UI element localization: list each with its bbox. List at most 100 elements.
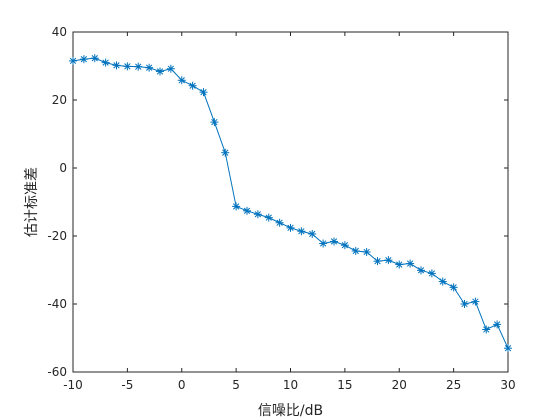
marker-stroke [450,284,457,291]
data-point-marker [308,229,317,238]
marker-stroke [439,278,446,285]
y-tick-label: -40 [47,297,67,311]
x-tick-label: 10 [283,378,298,392]
data-point-marker [460,300,469,308]
data-point-marker [493,320,502,329]
marker-stroke [374,258,381,265]
data-point-marker [199,88,208,97]
data-point-marker [340,241,349,250]
marker-stroke [341,242,349,249]
y-tick-label: 0 [59,161,67,175]
data-point-marker [145,63,154,72]
data-point-marker [232,202,241,211]
data-point-marker [373,257,382,266]
marker-stroke [91,55,98,62]
marker-stroke [493,321,501,328]
marker-stroke [189,82,196,89]
marker-stroke [211,118,218,126]
data-point-marker [417,266,425,275]
data-point-marker [395,260,404,269]
x-tick-label: 20 [392,378,407,392]
x-tick-label: -5 [121,378,133,392]
data-point-marker [406,259,415,268]
marker-stroke [352,247,359,255]
data-point-marker [438,277,447,286]
data-point-marker [384,256,393,265]
marker-stroke [124,63,131,70]
data-point-marker [243,206,251,215]
data-point-marker [90,54,99,63]
marker-stroke [113,62,120,69]
data-point-marker [330,237,338,246]
marker-stroke [265,214,272,221]
x-tick-label: 0 [178,378,186,392]
data-point-marker [156,67,164,76]
marker-stroke [406,260,414,267]
data-point-marker [134,62,143,71]
data-point-marker [264,213,273,222]
marker-stroke [309,230,316,238]
marker-stroke [428,270,436,277]
data-point-marker [362,247,371,256]
data-point-marker [253,210,262,219]
marker-stroke [69,57,77,65]
marker-stroke [145,64,153,71]
y-tick-label: -20 [47,229,67,243]
data-point-marker [221,148,230,157]
data-point-marker [286,223,295,232]
marker-stroke [385,256,392,264]
data-point-marker [188,81,197,90]
data-point-marker [123,62,132,71]
marker-stroke [483,326,490,333]
data-point-marker [177,76,186,85]
data-point-marker [297,227,306,236]
marker-stroke [102,59,109,66]
marker-stroke [200,89,207,96]
data-point-marker [449,283,458,292]
data-point-marker [79,55,88,64]
marker-stroke [319,240,327,247]
marker-stroke [232,203,240,210]
marker-stroke [461,300,468,308]
marker-stroke [178,77,185,84]
marker-stroke [298,228,305,235]
y-tick-label: 20 [52,93,67,107]
y-tick-label: -60 [47,365,67,379]
y-tick-label: 40 [52,25,67,39]
data-point-marker [351,246,360,255]
marker-stroke [330,238,338,245]
marker-stroke [243,207,251,214]
data-point-marker [69,56,77,65]
data-point-marker [319,239,328,248]
x-tick-label: 25 [446,378,461,392]
y-axis-label: 估计标准差 [24,167,40,237]
marker-stroke [80,56,88,63]
marker-stroke [396,261,403,268]
marker-stroke [287,224,294,231]
data-point-marker [112,61,121,70]
data-point-marker [210,118,219,127]
marker-stroke [254,211,262,218]
data-point-marker [482,325,491,334]
marker-stroke [363,248,370,256]
marker-stroke [167,65,175,72]
x-tick-label: -10 [63,378,83,392]
x-tick-label: 5 [232,378,240,392]
marker-stroke [135,63,142,70]
marker-stroke [504,345,512,352]
data-point-marker [101,58,110,67]
data-point-marker [471,297,480,306]
x-tick-label: 30 [500,378,515,392]
x-axis-label: 信噪比/dB [258,403,323,419]
marker-stroke [472,298,479,305]
marker-stroke [276,219,283,226]
x-tick-label: 15 [337,378,352,392]
marker-stroke [222,149,229,156]
axis-ticks: -10 -5 0 5 10 15 20 25 30 -60 -40 -20 0 20 40 [47,25,515,392]
series [69,54,512,353]
data-point-marker [166,64,175,73]
marker-stroke [417,267,425,274]
data-point-marker [275,218,284,227]
marker-stroke [156,68,164,75]
